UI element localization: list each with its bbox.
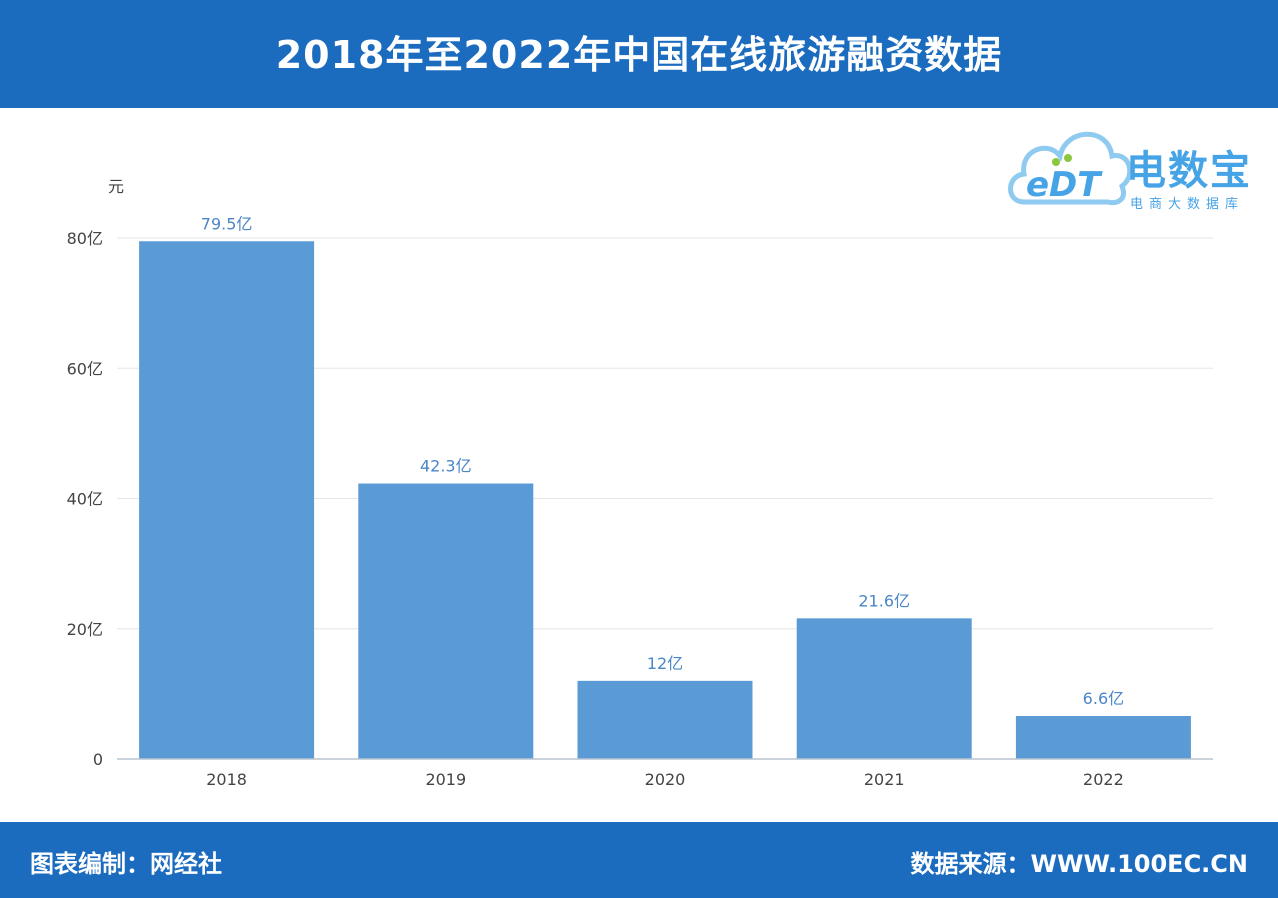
logo-mark: eDT bbox=[1026, 165, 1103, 205]
bar-2021 bbox=[796, 618, 972, 759]
y-tick-label: 80亿 bbox=[67, 229, 103, 248]
x-tick-label-2022: 2022 bbox=[1083, 770, 1124, 789]
x-tick-label-2021: 2021 bbox=[864, 770, 905, 789]
data-label-2018: 79.5亿 bbox=[201, 214, 253, 233]
logo-subtitle: 电商大数据库 bbox=[1130, 197, 1245, 212]
chart-credit: 图表编制：网经社 bbox=[30, 850, 222, 878]
header-bar: 2018年至2022年中国在线旅游融资数据 bbox=[0, 0, 1278, 108]
bar-2019 bbox=[358, 483, 534, 759]
y-tick-label: 40亿 bbox=[67, 490, 103, 509]
bar-2022 bbox=[1015, 716, 1191, 759]
bar-2018 bbox=[139, 241, 315, 760]
page-title: 2018年至2022年中国在线旅游融资数据 bbox=[275, 32, 1003, 77]
data-label-2021: 21.6亿 bbox=[858, 591, 910, 610]
x-tick-label-2018: 2018 bbox=[206, 770, 247, 789]
x-tick-label-2019: 2019 bbox=[425, 770, 466, 789]
edt-logo-icon: eDT bbox=[1008, 131, 1133, 206]
y-tick-label: 0 bbox=[93, 750, 103, 769]
label-layer: 79.5亿 42.3亿 12亿 21.6亿 6.6亿 bbox=[201, 214, 1124, 708]
data-label-2022: 6.6亿 bbox=[1083, 689, 1124, 708]
bar-layer bbox=[139, 241, 1191, 760]
bar-2020 bbox=[577, 680, 753, 759]
footer-bar: 图表编制：网经社 数据来源：WWW.100EC.CN bbox=[0, 822, 1278, 898]
data-label-2020: 12亿 bbox=[647, 654, 683, 673]
x-tick-label-2020: 2020 bbox=[645, 770, 686, 789]
data-label-2019: 42.3亿 bbox=[420, 457, 472, 476]
bar-chart: 79.5亿 42.3亿 12亿 21.6亿 6.6亿 0 20亿 40亿 60亿 80亿 2018… bbox=[67, 177, 1213, 789]
logo-name: 电数宝 bbox=[1126, 148, 1252, 194]
y-tick-label: 20亿 bbox=[67, 620, 103, 639]
y-tick-label: 60亿 bbox=[67, 359, 103, 378]
data-source: 数据来源：WWW.100EC.CN bbox=[910, 850, 1249, 878]
y-axis-unit: 元 bbox=[108, 177, 124, 196]
axis-layer: 0 20亿 40亿 60亿 80亿 2018 2019 2020 2021 2022 bbox=[67, 229, 1213, 789]
